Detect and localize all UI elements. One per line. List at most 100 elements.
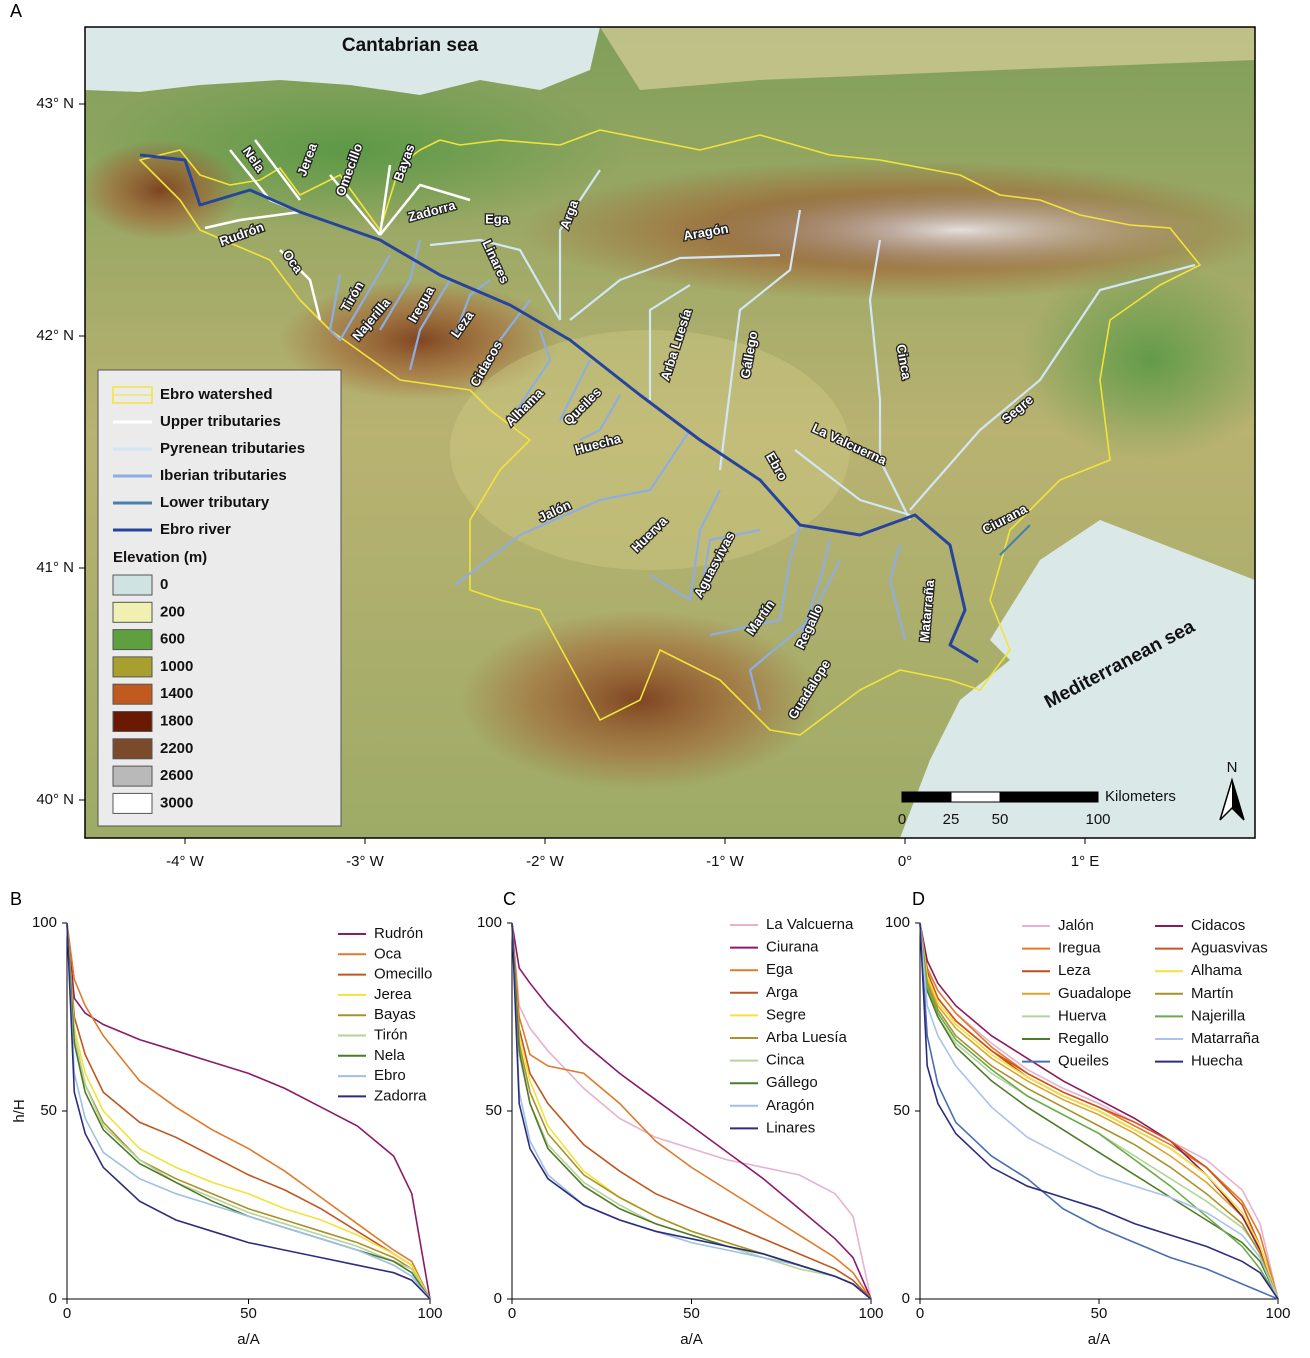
elevation-label: 1000 [160,658,193,675]
panel-label: A [10,1,22,21]
legend-label: Cinca [766,1052,805,1069]
map-x-tick-label: -1° W [706,853,745,870]
legend-label: Huerva [1058,1007,1107,1024]
x-tick-label: 100 [1265,1305,1290,1322]
elevation-swatch [113,657,152,677]
x-tick-label: 100 [858,1305,883,1322]
legend-label: Jerea [374,986,412,1003]
map-x-tick-label: -4° W [166,853,205,870]
legend-label: Linares [766,1119,815,1136]
x-axis-label: a/A [1088,1331,1111,1348]
elevation-label: 1400 [160,685,193,702]
x-tick-label: 0 [63,1305,71,1322]
elevation-swatch [113,602,152,622]
sea-label: Cantabrian sea [342,35,479,56]
legend-label: Lower tributary [160,494,270,511]
map-x-tick-label: 1° E [1071,853,1100,870]
legend-title: Elevation (m) [113,549,207,566]
legend-label: Cidacos [1191,917,1245,934]
legend-label: Regallo [1058,1030,1109,1047]
scale-segment [1000,792,1098,802]
elevation-label: 3000 [160,794,193,811]
y-tick-label: 100 [477,914,502,931]
elevation-label: 2600 [160,767,193,784]
y-tick-label: 50 [485,1102,502,1119]
legend-label: Nela [374,1047,406,1064]
legend-label: Rudrón [374,925,423,942]
legend-label: Bayas [374,1006,416,1023]
legend-label: Ega [766,961,793,978]
river-label: Ega [485,211,510,226]
y-tick-label: 50 [893,1102,910,1119]
elevation-swatch [113,630,152,650]
scale-tick-label: 0 [898,811,906,828]
legend-label: Omecillo [374,966,432,983]
legend-label: Ebro river [160,521,231,538]
map-x-tick-label: 0° [898,853,912,870]
y-axis-label: h/H [11,1099,28,1122]
north-label: N [1227,759,1238,776]
elevation-swatch [113,684,152,704]
map-y-tick-label: 41° N [36,559,74,576]
legend-label: Ebro watershed [160,386,273,403]
elevation-swatch [113,575,152,595]
scale-tick-label: 100 [1085,811,1110,828]
map-y-tick-label: 43° N [36,95,74,112]
scale-unit: Kilometers [1105,788,1176,805]
series-line [512,923,871,1299]
map-x-tick-label: -3° W [346,853,385,870]
map-y-tick-label: 40° N [36,791,74,808]
scale-segment [951,792,1000,802]
x-tick-label: 0 [916,1305,924,1322]
legend-label: Matarraña [1191,1030,1260,1047]
scale-tick-label: 25 [943,811,960,828]
elevation-swatch [113,793,152,813]
legend-label: Iregua [1058,940,1101,957]
legend-label: Upper tributaries [160,413,281,430]
legend-label: Martín [1191,985,1234,1002]
legend-label: Zadorra [374,1087,427,1104]
y-tick-label: 100 [885,914,910,931]
map-x-tick-label: -2° W [526,853,565,870]
legend-label: Arga [766,984,798,1001]
legend-label: Gállego [766,1074,818,1091]
x-tick-label: 50 [1091,1305,1108,1322]
series-line [920,923,1278,1299]
y-tick-label: 0 [902,1290,910,1307]
y-tick-label: 0 [49,1290,57,1307]
elevation-label: 200 [160,603,185,620]
legend-label: Ebro [374,1067,406,1084]
legend-label: Segre [766,1006,806,1023]
elevation-label: 2200 [160,740,193,757]
legend-label: Aragón [766,1097,814,1114]
elevation-label: 1800 [160,712,193,729]
y-tick-label: 0 [494,1290,502,1307]
legend-label: Oca [374,945,402,962]
legend-label: Leza [1058,962,1091,979]
legend-label: La Valcuerna [766,916,854,933]
x-tick-label: 100 [417,1305,442,1322]
elevation-swatch [113,712,152,732]
legend-label: Arba Luesía [766,1029,848,1046]
legend-label: Guadalope [1058,985,1131,1002]
x-axis-label: a/A [237,1331,260,1348]
legend-label: Alhama [1191,962,1243,979]
panel-label: C [503,889,516,909]
legend-label: Pyrenean tributaries [160,440,305,457]
y-tick-label: 100 [32,914,57,931]
x-tick-label: 50 [240,1305,257,1322]
map-y-tick-label: 42° N [36,327,74,344]
figure: N A B C D -4° W -3° W -2° W -1° W 0° 1° E 43° N 42°… [0,0,1310,1353]
elevation-swatch [113,766,152,786]
panel-label: B [10,889,22,909]
legend-label: Aguasvivas [1191,940,1268,957]
legend-label: Iberian tributaries [160,467,287,484]
elevation-swatch [113,739,152,759]
legend-label: Huecha [1191,1053,1243,1070]
panel-label: D [912,889,925,909]
x-axis-label: a/A [680,1331,703,1348]
y-tick-label: 50 [40,1102,57,1119]
scale-tick-label: 50 [992,811,1009,828]
x-tick-label: 50 [683,1305,700,1322]
legend-label: Najerilla [1191,1007,1246,1024]
